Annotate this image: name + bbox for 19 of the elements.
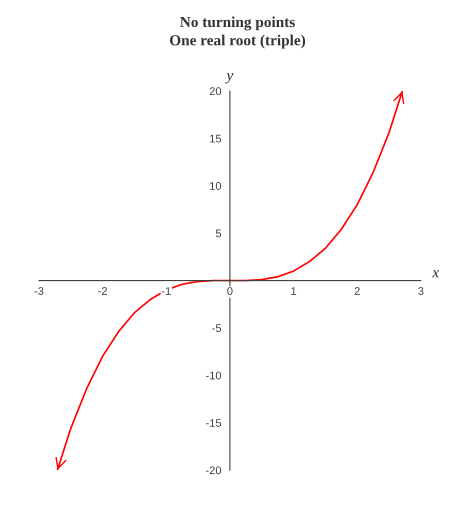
y-tick-label: -10 bbox=[206, 372, 222, 380]
chart-subtitle: One real root (triple) bbox=[170, 34, 306, 49]
x-tick-label: -2 bbox=[98, 287, 107, 295]
y-tick-label: -20 bbox=[206, 466, 222, 474]
chart-title: No turning points bbox=[180, 16, 295, 30]
y-tick-label: 5 bbox=[216, 230, 222, 238]
y-tick-label: 20 bbox=[210, 87, 222, 96]
x-tick-label: 3 bbox=[418, 287, 424, 295]
y-tick-label: -5 bbox=[212, 324, 222, 332]
x-tick-label: 0 bbox=[227, 287, 233, 295]
y-axis-title: y bbox=[225, 73, 234, 84]
x-tick-label: 2 bbox=[354, 287, 360, 295]
x-tick-label: 1 bbox=[291, 287, 296, 295]
x-axis-title: x bbox=[432, 270, 439, 278]
y-tick-label: 10 bbox=[210, 182, 222, 190]
x-tick-label: -1 bbox=[162, 287, 171, 295]
x-tick-label: -3 bbox=[34, 287, 44, 295]
y-tick-label: 15 bbox=[210, 134, 222, 143]
y-tick-label: -15 bbox=[206, 419, 222, 427]
